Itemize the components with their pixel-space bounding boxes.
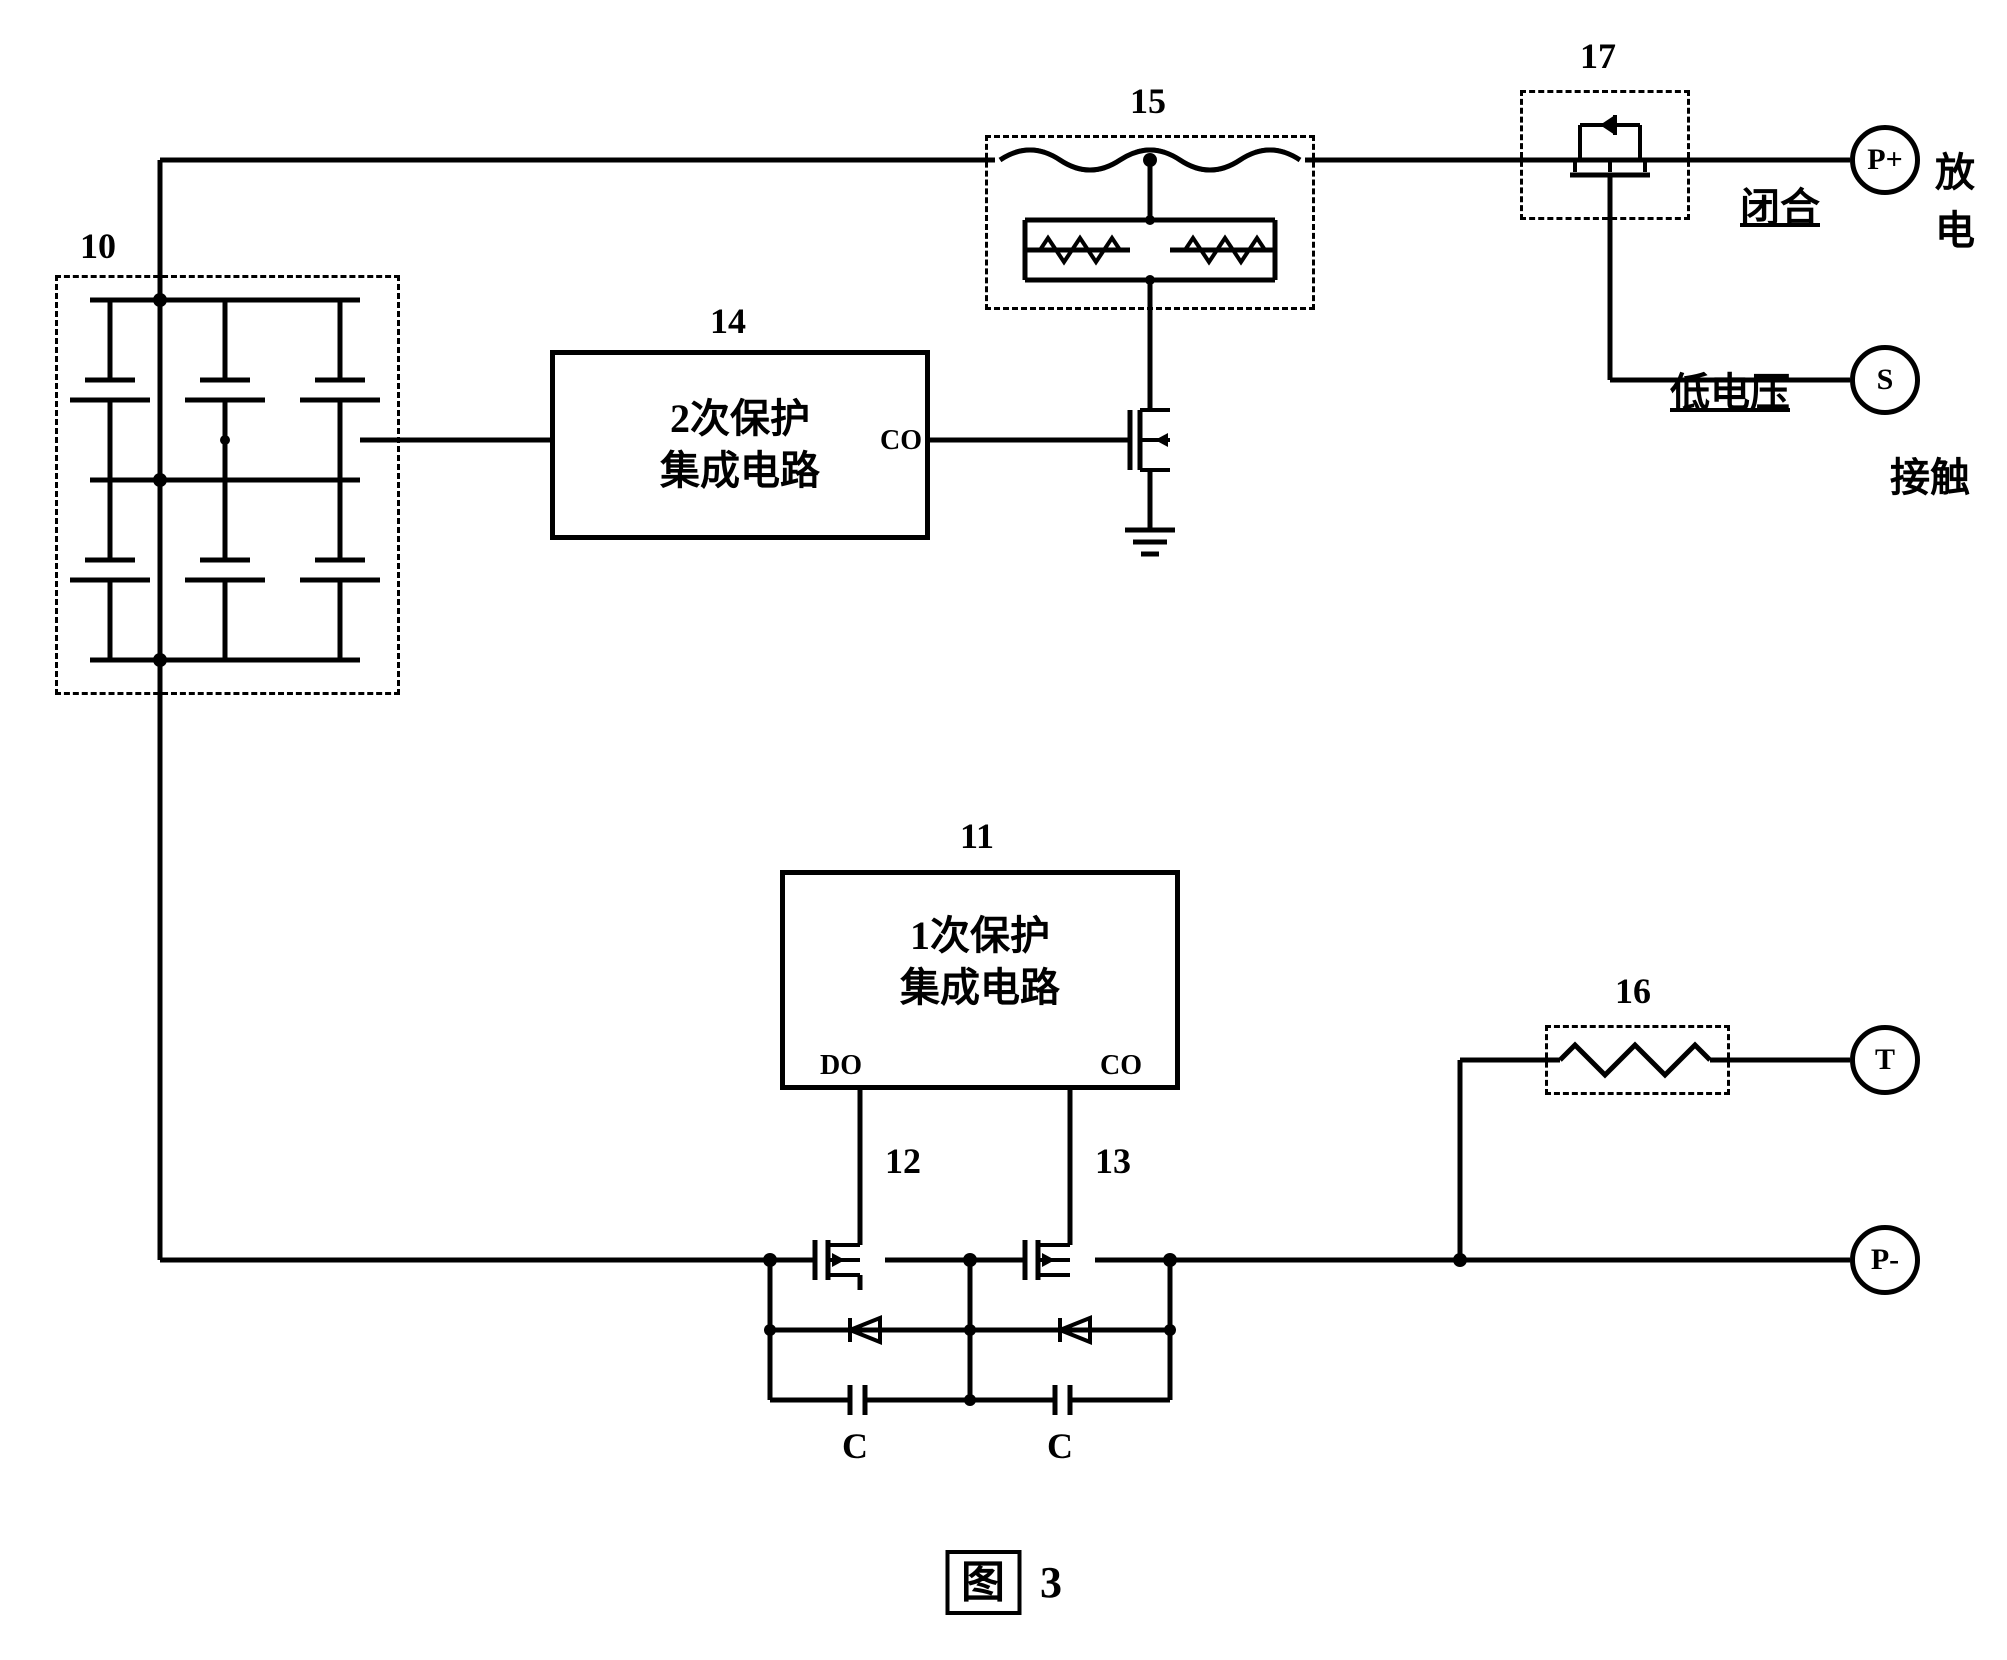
cap-c-right: C [1047,1425,1073,1467]
block11-line1: 1次保护 [910,913,1050,958]
ref-16: 16 [1615,970,1651,1012]
cap-c-left: C [842,1425,868,1467]
anno-discharge: 放电 [1935,140,2007,256]
ref-12: 12 [885,1140,921,1182]
box-17 [1520,90,1690,220]
terminal-s: S [1850,345,1920,415]
ref-17: 17 [1580,35,1616,77]
terminal-p-plus: P+ [1850,125,1920,195]
box-16 [1545,1025,1730,1095]
ref-13: 13 [1095,1140,1131,1182]
pin-co-lower: CO [1100,1050,1142,1082]
block-14: 2次保护 集成电路 [550,350,930,540]
anno-closed: 闭合 [1740,175,1820,233]
block11-line2: 集成电路 [900,965,1060,1010]
block14-line2: 集成电路 [660,448,820,493]
terminal-p-minus-label: P- [1871,1243,1899,1277]
figure-number: 3 [1040,1558,1062,1607]
ref-14: 14 [710,300,746,342]
box-15 [985,135,1315,310]
box-10 [55,275,400,695]
terminal-t-label: T [1875,1043,1895,1077]
terminal-p-plus-label: P+ [1867,143,1902,177]
figure-label: 图 3 [945,1546,1062,1610]
block14-line1: 2次保护 [670,396,810,441]
terminal-s-label: S [1877,363,1894,397]
figure-prefix: 图 [945,1550,1021,1615]
circuit-diagram: 2次保护 集成电路 1次保护 集成电路 10 14 15 17 11 12 13… [0,0,2007,1660]
anno-contact: 接触 [1890,445,1970,503]
terminal-p-minus: P- [1850,1225,1920,1295]
ref-15: 15 [1130,80,1166,122]
pin-co-upper: CO [880,425,922,457]
anno-low-voltage: 低电压 [1670,360,1790,418]
ref-11: 11 [960,815,994,857]
pin-do: DO [820,1050,862,1082]
ref-10: 10 [80,225,116,267]
terminal-t: T [1850,1025,1920,1095]
